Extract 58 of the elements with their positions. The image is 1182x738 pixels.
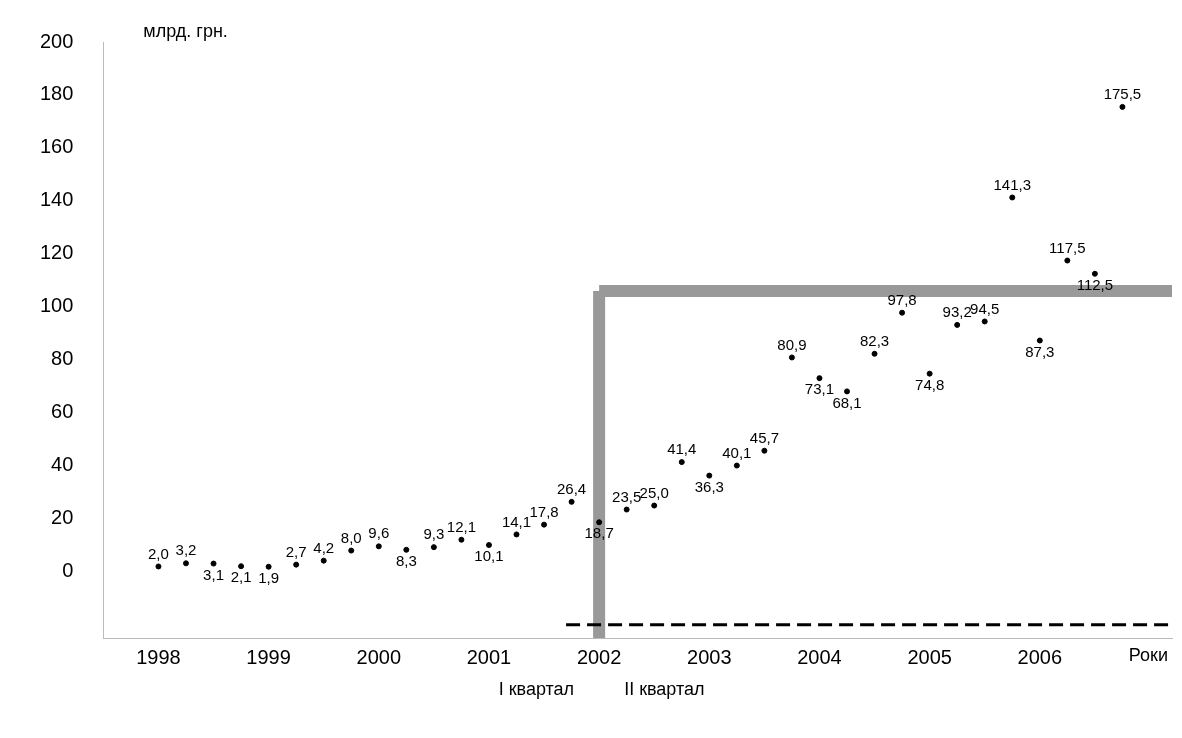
y-tick-label: 180	[39, 82, 74, 105]
data-label: 2,1	[230, 568, 252, 586]
data-label: 26,4	[556, 479, 587, 497]
data-label: 25,0	[639, 483, 669, 501]
y-tick-label: 40	[51, 453, 74, 476]
y-tick-label: 0	[62, 559, 74, 582]
data-label: 12,1	[446, 517, 477, 535]
data-label: 74,8	[915, 375, 945, 393]
y-axis-title: млрд. грн.	[143, 20, 228, 41]
x-tick-label: 2006	[1017, 645, 1063, 668]
data-label: 3,1	[203, 565, 224, 583]
data-label: 17,8	[529, 502, 559, 520]
x-tick-label: 2002	[576, 645, 622, 668]
data-label: 9,3	[423, 525, 445, 543]
data-label: 112,5	[1076, 275, 1114, 293]
data-label: 80,9	[777, 335, 807, 353]
y-tick-label: 160	[39, 135, 74, 158]
data-label: 9,6	[368, 524, 390, 542]
text: I квартал	[498, 678, 575, 699]
data-label: 14,1	[501, 512, 532, 530]
data-label: 8,0	[340, 528, 362, 546]
text: II квартал	[624, 678, 705, 699]
y-tick-label: 60	[51, 400, 74, 423]
data-label: 97,8	[887, 290, 917, 308]
data-label: 82,3	[859, 331, 890, 349]
data-label: 8,3	[395, 551, 417, 569]
y-tick-label: 100	[39, 294, 74, 317]
x-tick-label: 1999	[246, 645, 291, 668]
y-tick-label: 140	[39, 188, 74, 211]
y-tick-label: 200	[39, 29, 74, 52]
x-tick-label: 2005	[907, 645, 952, 668]
data-label: 117,5	[1049, 238, 1086, 256]
data-label: 2,0	[148, 544, 169, 562]
data-label: 68,1	[832, 393, 862, 411]
x-tick-label: 1998	[136, 645, 181, 668]
data-label: 73,1	[804, 380, 835, 398]
data-label: 10,1	[474, 547, 504, 565]
y-tick-label: 120	[39, 241, 74, 264]
y-tick-label: 80	[51, 347, 74, 370]
data-label: 4,2	[313, 538, 335, 556]
data-label: 18,7	[584, 524, 614, 542]
data-label: 87,3	[1025, 342, 1055, 360]
data-label: 41,4	[667, 440, 697, 458]
data-label: 45,7	[749, 428, 779, 446]
x-tick-label: 2003	[687, 645, 732, 668]
x-axis-title: Роки	[1128, 644, 1168, 665]
y-tick-label: 20	[51, 506, 74, 529]
data-label: 36,3	[694, 477, 724, 495]
data-label: 94,5	[970, 299, 1000, 317]
data-label: 175,5	[1103, 85, 1142, 103]
data-label: 141,3	[993, 175, 1032, 193]
x-tick-label: 2004	[797, 645, 842, 668]
x-tick-label: 2001	[466, 645, 512, 668]
data-label: 40,1	[722, 443, 752, 461]
data-label: 2,7	[285, 542, 307, 560]
data-label: 1,9	[258, 568, 280, 586]
data-label: 3,2	[175, 541, 197, 559]
x-tick-label: 2000	[356, 645, 402, 668]
